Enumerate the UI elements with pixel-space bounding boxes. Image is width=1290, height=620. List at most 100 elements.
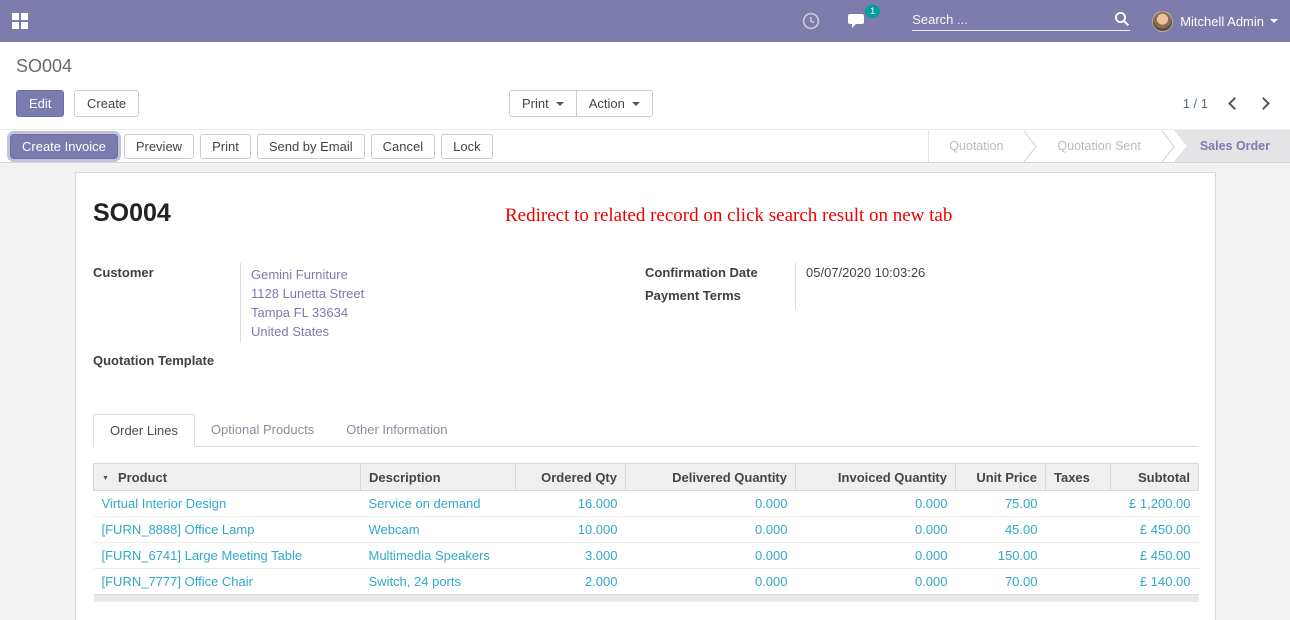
customer-value[interactable]: Gemini Furniture 1128 Lunetta Street Tam… [240, 263, 645, 343]
step-separator-icon [1023, 130, 1038, 162]
clock-icon [802, 12, 820, 30]
cell-invoiced-qty[interactable]: 0.000 [795, 516, 956, 543]
column-header-unit-price[interactable]: Unit Price [955, 463, 1046, 491]
breadcrumb[interactable]: SO004 [16, 56, 73, 76]
top-navbar: 1 Mitchell Admin [0, 0, 1290, 42]
column-header-taxes[interactable]: Taxes [1045, 463, 1111, 491]
cell-invoiced-qty[interactable]: 0.000 [795, 542, 956, 569]
table-row[interactable]: [FURN_8888] Office Lamp Webcam 10.000 0.… [93, 516, 1199, 543]
cell-unit-price[interactable]: 45.00 [955, 516, 1046, 543]
cell-subtotal[interactable]: £ 140.00 [1110, 568, 1199, 595]
send-by-email-button[interactable]: Send by Email [256, 133, 365, 159]
search-input[interactable] [912, 11, 1115, 27]
confirmation-date-field-row: Confirmation Date 05/07/2020 10:03:26 [645, 263, 1198, 286]
cell-unit-price[interactable]: 75.00 [955, 490, 1046, 517]
apps-grid-square [21, 22, 28, 29]
cell-taxes[interactable] [1045, 568, 1111, 595]
apps-menu-icon[interactable] [12, 13, 28, 29]
user-menu[interactable]: Mitchell Admin [1152, 10, 1278, 32]
table-row[interactable]: [FURN_6741] Large Meeting Table Multimed… [93, 542, 1199, 569]
cell-description[interactable]: Multimedia Speakers [360, 542, 516, 569]
user-name: Mitchell Admin [1180, 13, 1264, 29]
form-view-body: SO004 Redirect to related record on clic… [0, 163, 1290, 620]
chat-icon [848, 14, 865, 28]
edit-button[interactable]: Edit [16, 90, 65, 117]
activities-menu[interactable] [802, 12, 820, 30]
cell-invoiced-qty[interactable]: 0.000 [795, 568, 956, 595]
cell-subtotal[interactable]: £ 1,200.00 [1110, 490, 1199, 517]
payment-terms-field-row: Payment Terms [645, 286, 1198, 309]
cell-delivered-qty[interactable]: 0.000 [625, 490, 796, 517]
cancel-button[interactable]: Cancel [370, 133, 436, 159]
column-header-product[interactable]: ▼ Product [93, 463, 361, 491]
column-header-invoiced-quantity[interactable]: Invoiced Quantity [795, 463, 956, 491]
cell-delivered-qty[interactable]: 0.000 [625, 542, 796, 569]
chat-unread-badge: 1 [865, 5, 881, 18]
cell-taxes[interactable] [1045, 490, 1111, 517]
column-header-ordered-qty[interactable]: Ordered Qty [515, 463, 626, 491]
document-title: SO004 [93, 199, 171, 227]
create-invoice-button[interactable]: Create Invoice [10, 133, 118, 159]
cell-taxes[interactable] [1045, 542, 1111, 569]
cell-ordered-qty[interactable]: 10.000 [515, 516, 626, 543]
cell-taxes[interactable] [1045, 516, 1111, 543]
cell-ordered-qty[interactable]: 2.000 [515, 568, 626, 595]
status-step-quotation-sent[interactable]: Quotation Sent [1037, 130, 1161, 162]
column-header-delivered-quantity[interactable]: Delivered Quantity [625, 463, 796, 491]
messaging-menu[interactable]: 1 [848, 5, 881, 30]
cell-subtotal[interactable]: £ 450.00 [1110, 516, 1199, 543]
print-button[interactable]: Print [200, 133, 251, 159]
payment-terms-value[interactable] [795, 286, 1198, 309]
cell-description[interactable]: Service on demand [360, 490, 516, 517]
tab-other-information[interactable]: Other Information [346, 422, 448, 437]
cell-product[interactable]: [FURN_6741] Large Meeting Table [93, 542, 361, 569]
column-header-subtotal[interactable]: Subtotal [1110, 463, 1199, 491]
table-row[interactable]: [FURN_7777] Office Chair Switch, 24 port… [93, 568, 1199, 595]
cell-product[interactable]: [FURN_7777] Office Chair [93, 568, 361, 595]
customer-name-link[interactable]: Gemini Furniture [251, 267, 348, 282]
lock-button[interactable]: Lock [441, 133, 493, 159]
quotation-template-value[interactable] [240, 351, 645, 374]
cell-ordered-qty[interactable]: 3.000 [515, 542, 626, 569]
pager-previous-icon[interactable] [1228, 97, 1241, 110]
annotation-text: Redirect to related record on click sear… [505, 205, 953, 226]
cell-delivered-qty[interactable]: 0.000 [625, 568, 796, 595]
status-step-sales-order[interactable]: Sales Order [1173, 130, 1290, 162]
table-footer-band [93, 594, 1199, 602]
create-button[interactable]: Create [74, 90, 140, 117]
step-separator-icon [1161, 130, 1175, 162]
pager: 1 / 1 [1183, 96, 1274, 111]
tab-order-lines[interactable]: Order Lines [93, 414, 195, 447]
notebook-tabs: Order Lines Optional Products Other Info… [93, 414, 1198, 447]
chevron-down-icon[interactable]: ▼ [102, 474, 109, 482]
sale-order-sheet: SO004 Redirect to related record on clic… [75, 172, 1216, 620]
status-pipeline: Quotation Quotation Sent Sales Order [928, 130, 1290, 162]
column-header-description[interactable]: Description [360, 463, 516, 491]
table-row[interactable]: Virtual Interior Design Service on deman… [93, 490, 1199, 517]
confirmation-date-value: 05/07/2020 10:03:26 [795, 263, 1198, 286]
pager-next-icon[interactable] [1257, 97, 1270, 110]
cell-unit-price[interactable]: 150.00 [955, 542, 1046, 569]
print-dropdown-button[interactable]: Print [509, 90, 577, 117]
cell-unit-price[interactable]: 70.00 [955, 568, 1046, 595]
column-header-label: Product [117, 469, 168, 485]
cell-product[interactable]: Virtual Interior Design [93, 490, 361, 517]
search-icon[interactable] [1114, 11, 1130, 27]
action-dropdown-label: Action [588, 96, 625, 111]
chevron-down-icon [631, 101, 640, 106]
status-step-quotation[interactable]: Quotation [929, 130, 1024, 162]
preview-button[interactable]: Preview [123, 133, 195, 159]
cell-description[interactable]: Switch, 24 ports [360, 568, 516, 595]
cell-product[interactable]: [FURN_8888] Office Lamp [93, 516, 361, 543]
cell-delivered-qty[interactable]: 0.000 [625, 516, 796, 543]
cell-ordered-qty[interactable]: 16.000 [515, 490, 626, 517]
sheet-header: SO004 Redirect to related record on clic… [93, 199, 1198, 229]
cell-invoiced-qty[interactable]: 0.000 [795, 490, 956, 517]
action-dropdown-button[interactable]: Action [575, 90, 653, 117]
cell-description[interactable]: Webcam [360, 516, 516, 543]
table-footer-band-cell [93, 594, 1199, 602]
control-panel: SO004 Edit Create Print Action 1 / 1 [0, 42, 1290, 129]
cell-subtotal[interactable]: £ 450.00 [1110, 542, 1199, 569]
tab-optional-products[interactable]: Optional Products [210, 422, 315, 437]
print-dropdown-label: Print [522, 96, 549, 111]
